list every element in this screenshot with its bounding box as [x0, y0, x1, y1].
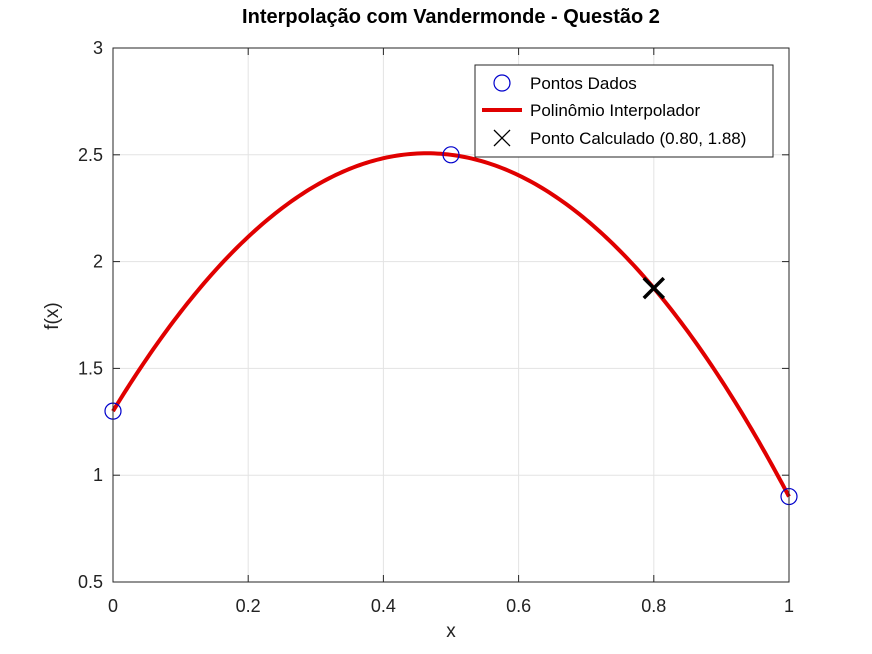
axis-ticks: 0 0.2 0.4 0.6 0.8 1 0.5 1 1.5 2 2.5 3 — [78, 38, 794, 616]
interpolating-polynomial-line — [111, 151, 791, 498]
y-tick-label: 2 — [93, 252, 103, 272]
legend-label-ponto-calculado: Ponto Calculado (0.80, 1.88) — [530, 129, 746, 148]
legend-circle-marker-icon — [493, 74, 511, 92]
y-tick-label: 1.5 — [78, 358, 103, 378]
x-tick-label: 0 — [108, 596, 118, 616]
y-tick-label: 0.5 — [78, 572, 103, 592]
legend-cross-marker-icon — [493, 129, 511, 147]
y-tick-label: 1 — [93, 465, 103, 485]
cross-stroke — [642, 276, 666, 300]
y-tick-label: 2.5 — [78, 145, 103, 165]
x-tick-label: 0.8 — [641, 596, 666, 616]
x-tick-label: 0.4 — [371, 596, 396, 616]
x-tick-label: 0.2 — [236, 596, 261, 616]
plot-frame — [112, 47, 790, 583]
x-tick-label: 0.6 — [506, 596, 531, 616]
x-axis-title: x — [446, 621, 456, 642]
y-tick-label: 3 — [93, 38, 103, 58]
x-tick-label: 1 — [784, 596, 794, 616]
legend-label-polinomio: Polinômio Interpolador — [530, 101, 700, 120]
data-point-marker — [442, 146, 460, 164]
legend-box — [474, 64, 774, 158]
calculated-point-marker — [642, 276, 666, 300]
legend: Pontos Dados Polinômio Interpolador Pont… — [474, 64, 774, 158]
chart-title: Interpolação com Vandermonde - Questão 2 — [242, 6, 660, 28]
legend-label-pontos-dados: Pontos Dados — [530, 74, 637, 93]
y-axis-title: f(x) — [42, 302, 63, 329]
